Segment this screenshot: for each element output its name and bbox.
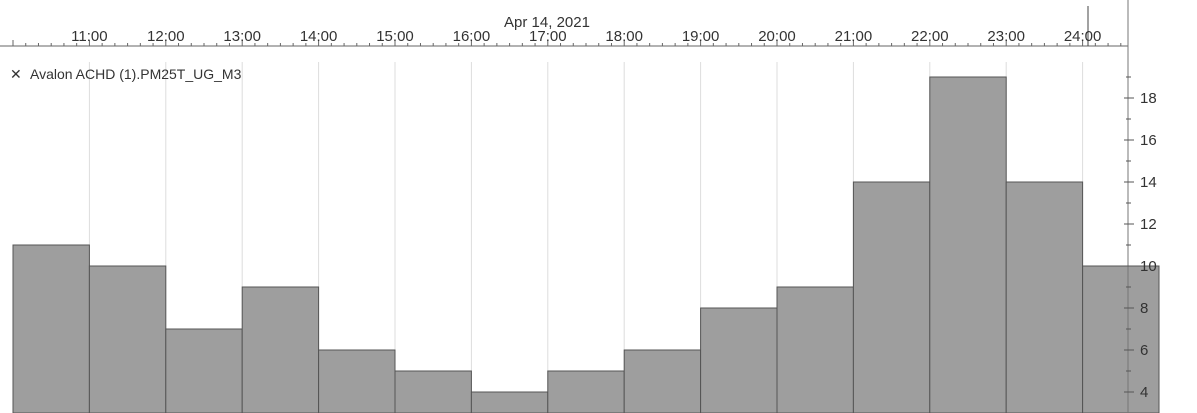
x-tick-label: 19:00 — [682, 28, 720, 45]
y-tick-label: 6 — [1140, 342, 1148, 359]
bar-1600[interactable] — [470, 391, 549, 413]
bar-2400[interactable] — [1082, 265, 1160, 413]
bar-1400[interactable] — [318, 349, 396, 413]
x-tick-label: 21:00 — [835, 28, 873, 45]
x-tick-label: 20:00 — [758, 28, 796, 45]
x-tick-label: 23:00 — [987, 28, 1025, 45]
legend-close-icon[interactable]: ✕ — [10, 66, 22, 82]
y-tick-label: 14 — [1140, 174, 1157, 191]
y-tick-label: 16 — [1140, 132, 1157, 149]
x-tick-label: 11:00 — [71, 28, 107, 45]
bar-2300[interactable] — [1005, 181, 1084, 413]
y-tick-label: 8 — [1140, 300, 1148, 317]
bar-2200[interactable] — [929, 76, 1007, 413]
bar-1700[interactable] — [547, 370, 625, 413]
x-tick-label: 16:00 — [453, 28, 491, 45]
bar-1900[interactable] — [700, 307, 778, 413]
x-tick-label: 18:00 — [605, 28, 643, 45]
y-tick-label: 10 — [1140, 258, 1157, 275]
x-tick-label: 13:00 — [223, 28, 261, 45]
bar-1000[interactable] — [12, 244, 90, 413]
x-tick-label: 12:00 — [147, 28, 185, 45]
bar-2100[interactable] — [852, 181, 931, 413]
axis-layer: 11:00 12:00 13:00 14:00 15:00 16:00 17:00 18:00… — [0, 0, 1157, 413]
x-tick-label: 14:00 — [300, 28, 338, 45]
series-legend[interactable]: ✕ Avalon ACHD (1).PM25T_UG_M3 — [10, 66, 242, 82]
chart-title: Apr 14, 2021 — [504, 14, 590, 31]
bar-layer — [12, 76, 1160, 413]
legend-series-name: Avalon ACHD (1).PM25T_UG_M3 — [30, 66, 242, 82]
x-tick-label: 24:00 — [1064, 28, 1102, 45]
y-tick-label: 12 — [1140, 216, 1157, 233]
bar-1500[interactable] — [394, 370, 472, 413]
bar-1100[interactable] — [88, 265, 167, 413]
bar-1200[interactable] — [165, 328, 243, 413]
bar-1800[interactable] — [623, 349, 702, 413]
x-tick-label: 22:00 — [911, 28, 949, 45]
bar-1300[interactable] — [241, 286, 320, 413]
y-tick-label: 18 — [1140, 90, 1157, 107]
bar-2000[interactable] — [776, 286, 854, 413]
x-tick-label: 15:00 — [376, 28, 414, 45]
x-tick-label: 17:00 — [529, 28, 567, 45]
y-tick-label: 4 — [1140, 384, 1148, 401]
